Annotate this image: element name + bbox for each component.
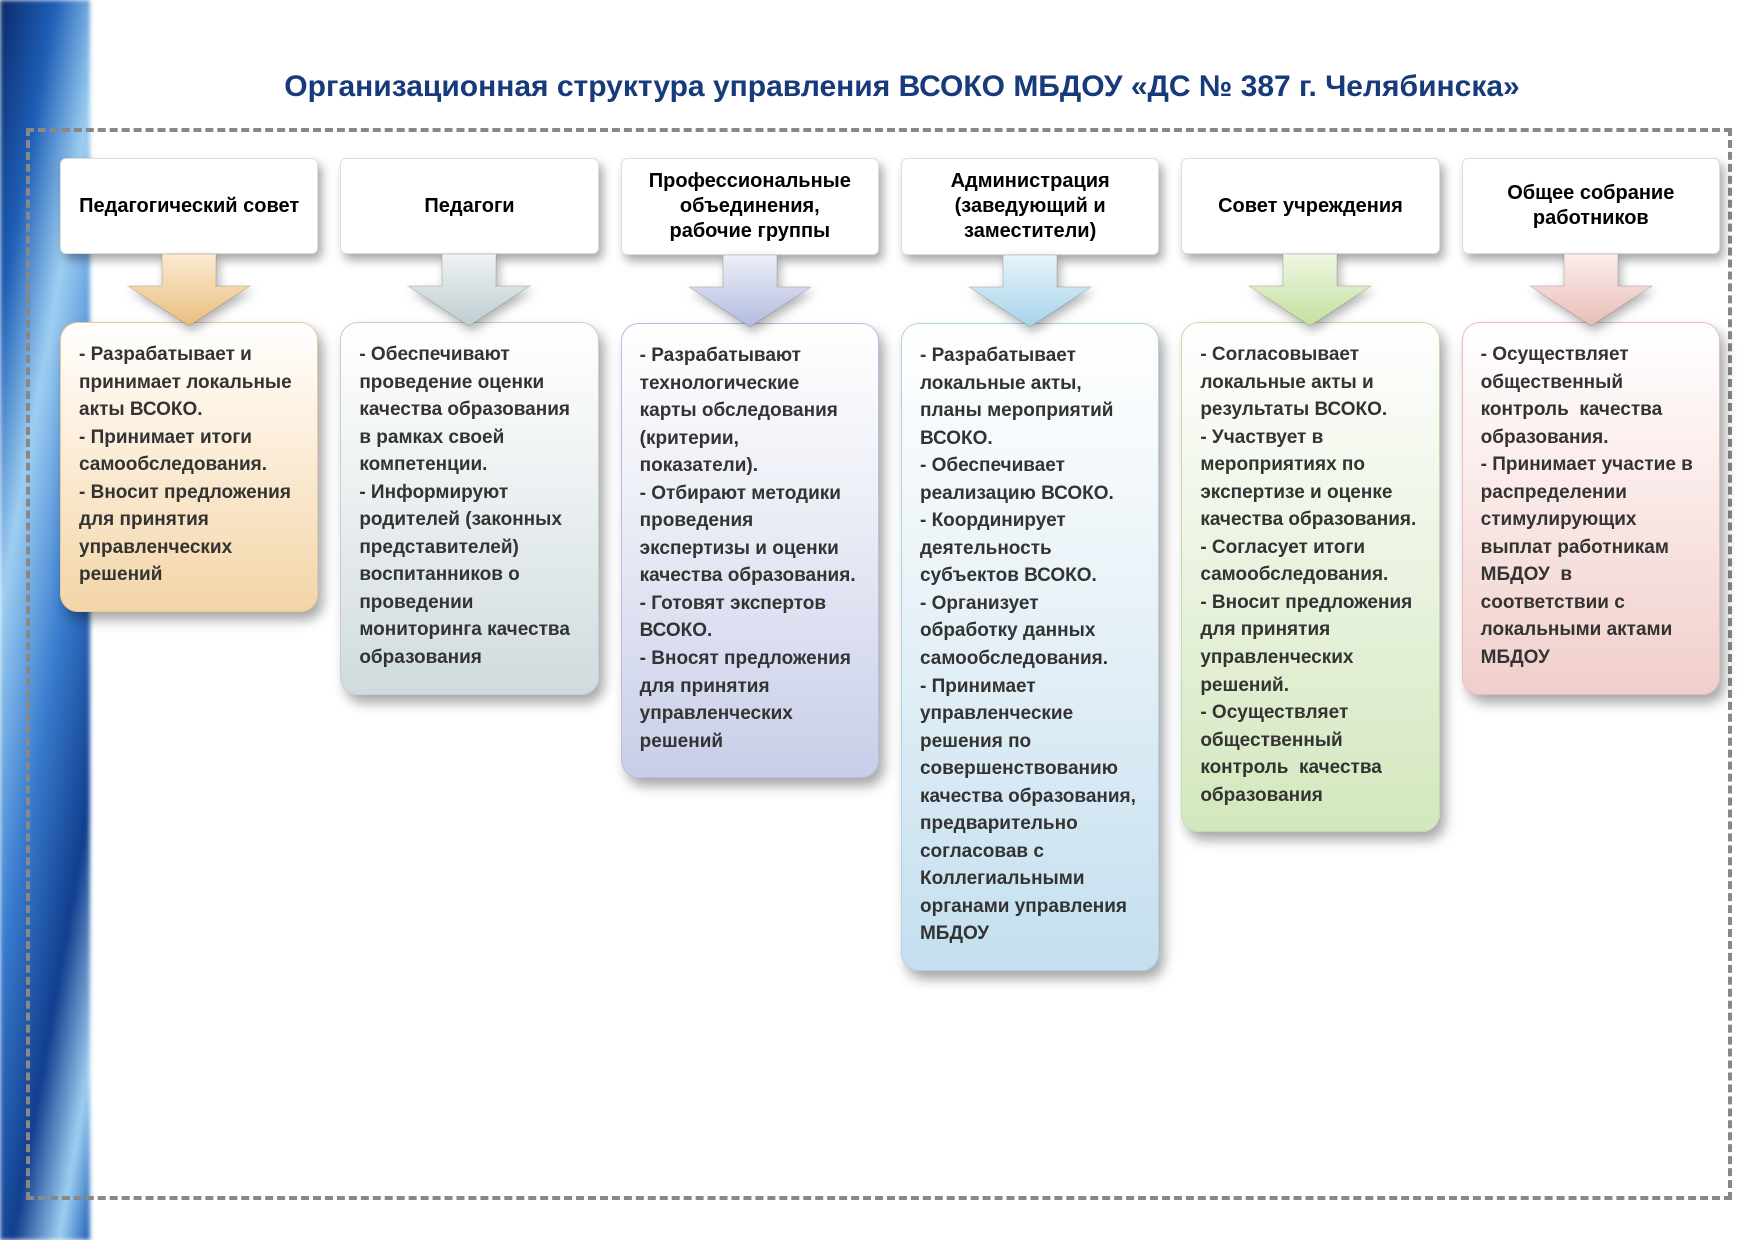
column-body-text: - Осуществляет общественный контроль кач…: [1481, 341, 1701, 672]
column-body-pedagogi: - Обеспечивают проведение оценки качеств…: [340, 322, 598, 695]
page-title: Организационная структура управления ВСО…: [90, 70, 1714, 104]
column-body-text: - Разрабатывает и принимает локальные ак…: [79, 341, 299, 589]
arrow-admin: [901, 255, 1159, 327]
column-body-text: - Разрабатывают технологические карты об…: [640, 342, 860, 755]
column-header-admin: Администрация (заведующий и заместители): [901, 158, 1159, 255]
arrow-down-icon: [404, 254, 534, 326]
arrow-down-icon: [965, 255, 1095, 327]
arrow-down-icon: [124, 254, 254, 326]
arrow-pedagogi: [340, 254, 598, 326]
arrow-pedsovet: [60, 254, 318, 326]
column-admin: Администрация (заведующий и заместители)…: [901, 158, 1159, 971]
column-body-sobranie: - Осуществляет общественный контроль кач…: [1462, 322, 1720, 695]
arrow-profob: [621, 255, 879, 327]
column-header-profob: Профессиональные объединения, рабочие гр…: [621, 158, 879, 255]
arrow-down-icon: [685, 255, 815, 327]
column-profob: Профессиональные объединения, рабочие гр…: [621, 158, 879, 778]
column-body-sovet: - Согласовывает локальные акты и результ…: [1181, 322, 1439, 832]
column-header-pedsovet: Педагогический совет: [60, 158, 318, 254]
column-header-sovet: Совет учреждения: [1181, 158, 1439, 254]
page: Организационная структура управления ВСО…: [0, 0, 1754, 1240]
column-body-admin: - Разрабатывает локальные акты, планы ме…: [901, 323, 1159, 971]
column-sobranie: Общее собрание работников - Осуществляет …: [1462, 158, 1720, 695]
arrow-sobranie: [1462, 254, 1720, 326]
column-header-pedagogi: Педагоги: [340, 158, 598, 254]
arrow-down-icon: [1526, 254, 1656, 326]
column-body-profob: - Разрабатывают технологические карты об…: [621, 323, 879, 778]
column-pedsovet: Педагогический совет - Разрабатывает и пр…: [60, 158, 318, 612]
column-body-text: - Разрабатывает локальные акты, планы ме…: [920, 342, 1140, 948]
column-sovet: Совет учреждения - Согласовывает локальны…: [1181, 158, 1439, 832]
column-pedagogi: Педагоги - Обеспечивают проведение оценки…: [340, 158, 598, 695]
arrow-down-icon: [1245, 254, 1375, 326]
column-header-sobranie: Общее собрание работников: [1462, 158, 1720, 254]
columns-container: Педагогический совет - Разрабатывает и пр…: [60, 158, 1720, 971]
arrow-sovet: [1181, 254, 1439, 326]
column-body-text: - Согласовывает локальные акты и результ…: [1200, 341, 1420, 809]
column-body-text: - Обеспечивают проведение оценки качеств…: [359, 341, 579, 672]
column-body-pedsovet: - Разрабатывает и принимает локальные ак…: [60, 322, 318, 612]
